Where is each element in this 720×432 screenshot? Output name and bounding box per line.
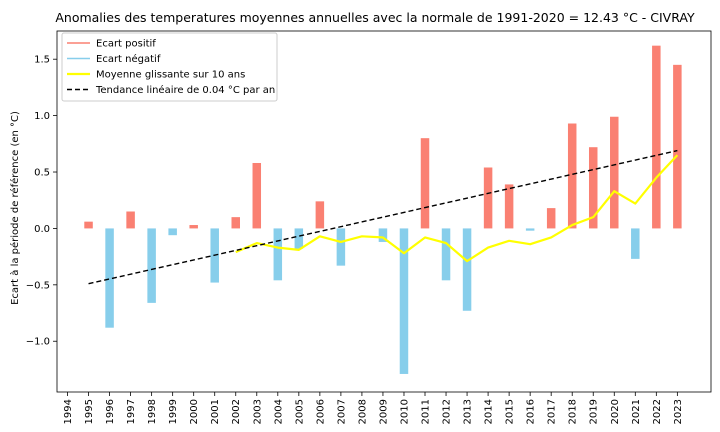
bar-positive-2019: [588, 147, 598, 229]
trend-line: [88, 149, 678, 285]
x-tick-label-2020: 2020: [610, 399, 621, 424]
bar-positive-2022: [652, 45, 661, 229]
x-tick-label-2000: 2000: [189, 399, 200, 424]
bar-positive-2000: [189, 225, 198, 229]
x-tick-label-2002: 2002: [231, 399, 242, 424]
x-tick-label-2005: 2005: [294, 399, 305, 424]
x-tick-label-2004: 2004: [273, 399, 284, 424]
x-tick-label-1996: 1996: [105, 399, 116, 424]
bar-negative-2012: [441, 228, 451, 281]
bar-negative-2013: [462, 228, 472, 311]
x-tick-label-2017: 2017: [547, 399, 558, 424]
bar-negative-2007: [336, 228, 346, 266]
x-tick-label-2006: 2006: [315, 399, 326, 424]
moving-average-line: [235, 154, 679, 263]
x-tick-label-2019: 2019: [589, 399, 600, 424]
legend-label-positive: Ecart positif: [96, 39, 156, 50]
y-tick-label-4: 1.0: [34, 111, 50, 122]
y-tick-label-0: −1.0: [26, 337, 50, 348]
x-tick-label-2015: 2015: [505, 399, 516, 424]
x-tick-label-1994: 1994: [63, 399, 74, 424]
bar-negative-2004: [273, 228, 283, 281]
bar-positive-2006: [315, 201, 325, 229]
x-tick-label-2011: 2011: [421, 399, 432, 424]
legend-box: [61, 32, 278, 102]
bar-negative-1996: [105, 228, 114, 328]
x-tick-label-1997: 1997: [126, 399, 137, 424]
x-tick-label-1998: 1998: [147, 399, 158, 424]
bar-negative-2005: [294, 228, 304, 249]
bar-positive-2014: [483, 167, 493, 229]
x-tick-label-2013: 2013: [463, 399, 474, 424]
x-tick-label-2007: 2007: [336, 399, 347, 424]
bar-negative-1998: [147, 228, 156, 303]
plot-frame: [56, 30, 712, 393]
x-tick-label-2022: 2022: [652, 399, 663, 424]
y-tick-label-2: 0.0: [34, 224, 50, 235]
bar-positive-2015: [504, 184, 514, 229]
x-tick-label-2003: 2003: [252, 399, 263, 424]
bar-positive-2003: [252, 162, 262, 229]
bar-negative-2009: [378, 228, 388, 242]
bar-positive-2002: [231, 217, 240, 229]
bar-positive-2018: [567, 123, 577, 229]
x-tick-label-2018: 2018: [568, 399, 579, 424]
x-tick-label-2009: 2009: [378, 399, 389, 424]
x-tick-label-2023: 2023: [673, 399, 684, 424]
x-tick-label-1995: 1995: [84, 399, 95, 424]
x-tick-label-2014: 2014: [484, 399, 495, 424]
x-tick-label-2010: 2010: [399, 399, 410, 424]
x-tick-label-2012: 2012: [442, 399, 453, 424]
bar-negative-2010: [399, 228, 409, 374]
bar-negative-2021: [631, 228, 640, 259]
legend-label-moving_average: Moyenne glissante sur 10 ans: [96, 70, 245, 81]
legend-label-negative: Ecart négatif: [96, 53, 161, 65]
bar-negative-1999: [168, 228, 177, 236]
bar-positive-1997: [126, 211, 135, 229]
chart-title: Anomalies des temperatures moyennes annu…: [55, 10, 695, 25]
y-tick-label-1: −0.5: [26, 280, 50, 291]
y-tick-label-5: 1.5: [34, 55, 50, 66]
y-axis-label: Ecart à la période de référence (en °C): [9, 111, 21, 305]
bar-positive-1995: [84, 221, 93, 229]
x-tick-label-2021: 2021: [631, 399, 642, 424]
bar-positive-2017: [546, 208, 556, 229]
y-tick-label-3: 0.5: [34, 168, 50, 179]
bar-positive-2011: [420, 138, 430, 229]
x-tick-label-2008: 2008: [357, 399, 368, 424]
bar-positive-2020: [610, 116, 619, 229]
bar-positive-2023: [673, 64, 682, 229]
x-tick-label-1999: 1999: [168, 399, 179, 424]
plot-area: −1.0 −0.5 0.0 0.5 1.0 1.5 1994 1995 1996 1997 1998…: [26, 30, 712, 424]
legend-label-trend: Tendance linéaire de 0.04 °C par an: [95, 84, 275, 96]
legend: Ecart positif Ecart négatif Moyenne glissa…: [61, 32, 278, 102]
x-tick-label-2016: 2016: [526, 399, 537, 424]
x-tick-label-2001: 2001: [210, 399, 221, 424]
bar-negative-2016: [525, 228, 535, 231]
